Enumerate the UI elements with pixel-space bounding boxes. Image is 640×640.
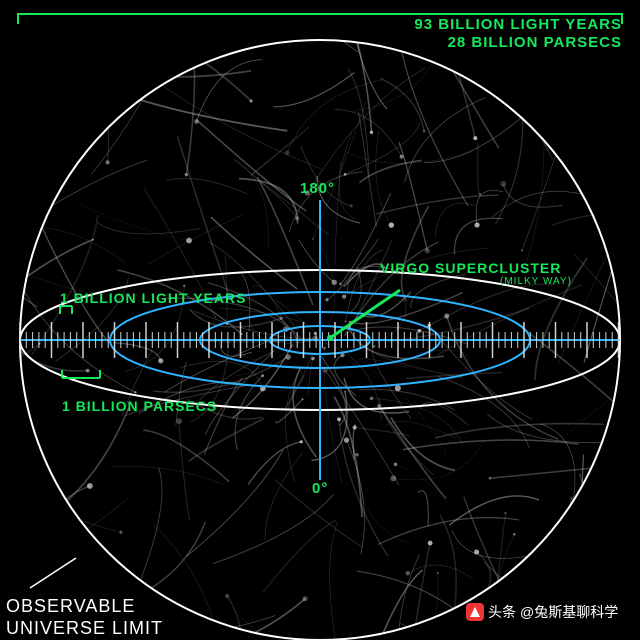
ly-marker-label: 1 BILLION LIGHT YEARS (60, 290, 246, 306)
diagram-svg (0, 0, 640, 640)
watermark: 头条 @兔斯基聊科学 (466, 602, 618, 622)
watermark-prefix: 头条 (488, 602, 516, 622)
diagram-root: 93 BILLION LIGHT YEARS 28 BILLION PARSEC… (0, 0, 640, 640)
angle-180: 180° (300, 180, 335, 197)
observable-line-1: OBSERVABLE (6, 596, 135, 617)
watermark-icon (466, 603, 484, 621)
angle-0: 0° (312, 480, 328, 497)
watermark-text: @兔斯基聊科学 (520, 602, 618, 622)
virgo-label: VIRGO SUPERCLUSTER (380, 260, 561, 276)
virgo-sublabel: (MILKY WAY) (500, 276, 572, 287)
scale-line-2: 28 BILLION PARSECS (448, 34, 622, 51)
scale-line-1: 93 BILLION LIGHT YEARS (414, 16, 622, 33)
pc-marker-label: 1 BILLION PARSECS (62, 398, 217, 414)
observable-line-2: UNIVERSE LIMIT (6, 618, 163, 639)
